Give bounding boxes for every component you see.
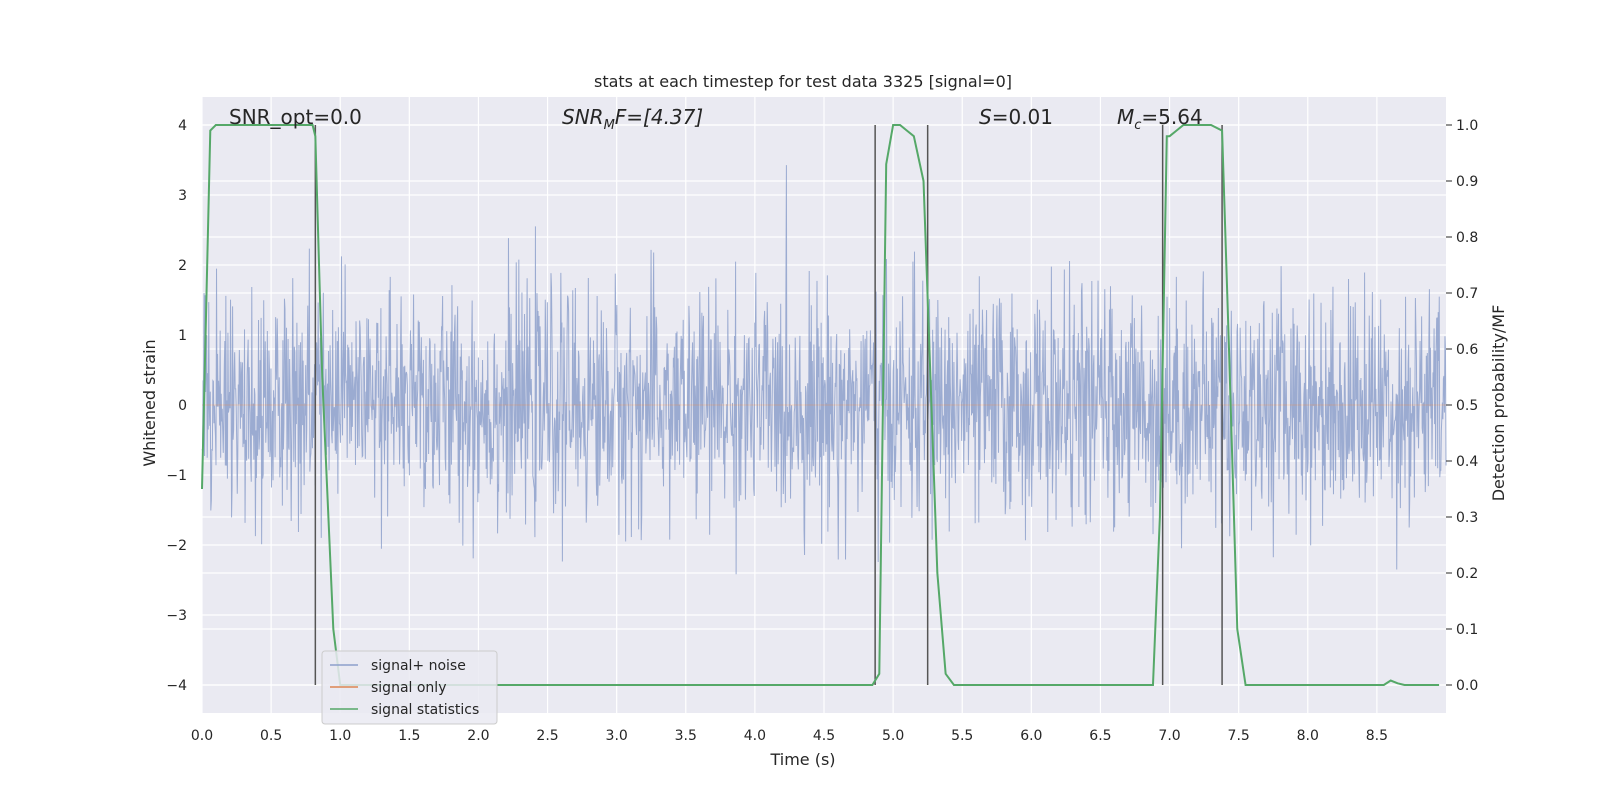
- snr-mf-value: F=[4.37]: [615, 105, 703, 129]
- x-tick-label: 3.0: [606, 728, 628, 744]
- left-y-tick-label: −2: [166, 538, 187, 554]
- right-y-tick-label: 0.5: [1456, 398, 1478, 414]
- signal-noise-series: [201, 165, 1447, 575]
- annotation-snr-opt: SNR_opt=0.0: [229, 105, 362, 129]
- right-y-tick-label: 0.2: [1456, 566, 1478, 582]
- mc-value: =5.64: [1141, 105, 1202, 129]
- right-y-tick-label: 0.1: [1456, 622, 1478, 638]
- x-tick-label: 6.5: [1089, 728, 1111, 744]
- right-y-tick-label: 0.6: [1456, 342, 1478, 358]
- right-y-tick-label: 0.7: [1456, 286, 1478, 302]
- signal-statistics-series: [201, 124, 1440, 686]
- x-tick-label: 8.0: [1297, 728, 1319, 744]
- chart-title: stats at each timestep for test data 332…: [594, 72, 1012, 91]
- x-axis-ticks: 0.0 0.5 1.0 1.5 2.0 2.5 3.0 3.5 4.0 4.5 5.0 5.5 6.0 6…: [191, 728, 1388, 744]
- left-y-tick-label: −4: [166, 678, 187, 694]
- legend-box: [321, 650, 498, 725]
- x-tick-label: 5.5: [951, 728, 973, 744]
- legend-label-signal-noise: signal+ noise: [371, 658, 466, 674]
- x-tick-label: 1.0: [329, 728, 351, 744]
- legend-label-signal-statistics: signal statistics: [371, 702, 479, 718]
- snr-mf-subscript: M: [604, 118, 615, 133]
- x-tick-label: 6.0: [1020, 728, 1042, 744]
- right-y-axis-label: Detection probability/MF: [1489, 305, 1508, 502]
- snr-mf-symbol: SNR: [562, 105, 604, 129]
- annotation-s: S=0.01: [979, 105, 1053, 129]
- x-tick-label: 2.0: [467, 728, 489, 744]
- legend-label-signal-only: signal only: [371, 680, 446, 696]
- x-tick-label: 0.5: [260, 728, 282, 744]
- annotation-snr-mf: SNRMF=[4.37]: [562, 105, 703, 133]
- left-y-tick-label: −3: [166, 608, 187, 624]
- x-tick-label: 2.5: [536, 728, 558, 744]
- right-y-tick-label: 0.8: [1456, 230, 1478, 246]
- left-y-axis-ticks: −4 −3 −2 −1 0 1 2 3 4: [166, 118, 187, 694]
- right-y-tick-label: 0.9: [1456, 174, 1478, 190]
- right-y-tick-label: 0.4: [1456, 454, 1478, 470]
- left-y-tick-label: 0: [178, 398, 187, 414]
- annotation-mc: Mc=5.64: [1117, 105, 1203, 133]
- right-y-axis-ticks: 0.0 0.1 0.2 0.3 0.4 0.5 0.6 0.7 0.8 0.9 1.0: [1446, 118, 1478, 694]
- x-tick-label: 7.5: [1228, 728, 1250, 744]
- s-value: =0.01: [992, 105, 1053, 129]
- x-tick-label: 8.5: [1366, 728, 1388, 744]
- right-y-tick-label: 0.0: [1456, 678, 1478, 694]
- x-tick-label: 0.0: [191, 728, 213, 744]
- left-y-tick-label: 4: [178, 118, 187, 134]
- mc-subscript: c: [1134, 118, 1141, 133]
- x-tick-label: 7.0: [1158, 728, 1180, 744]
- left-y-tick-label: 1: [178, 328, 187, 344]
- x-axis-label: Time (s): [769, 750, 835, 769]
- mc-symbol: M: [1117, 105, 1134, 129]
- x-tick-label: 4.0: [744, 728, 766, 744]
- left-y-axis-label: Whitened strain: [140, 339, 159, 466]
- right-y-tick-label: 0.3: [1456, 510, 1478, 526]
- right-y-tick-label: 1.0: [1456, 118, 1478, 134]
- signal-noise-line: [201, 165, 1447, 575]
- left-y-tick-label: 3: [178, 188, 187, 204]
- s-symbol: S: [979, 105, 992, 129]
- signal-statistics-line: [201, 124, 1440, 686]
- x-tick-label: 1.5: [398, 728, 420, 744]
- left-y-tick-label: 2: [178, 258, 187, 274]
- x-tick-label: 4.5: [813, 728, 835, 744]
- legend: signal+ noise signal only signal statist…: [321, 650, 498, 725]
- left-y-tick-label: −1: [166, 468, 187, 484]
- x-tick-label: 5.0: [882, 728, 904, 744]
- x-tick-label: 3.5: [675, 728, 697, 744]
